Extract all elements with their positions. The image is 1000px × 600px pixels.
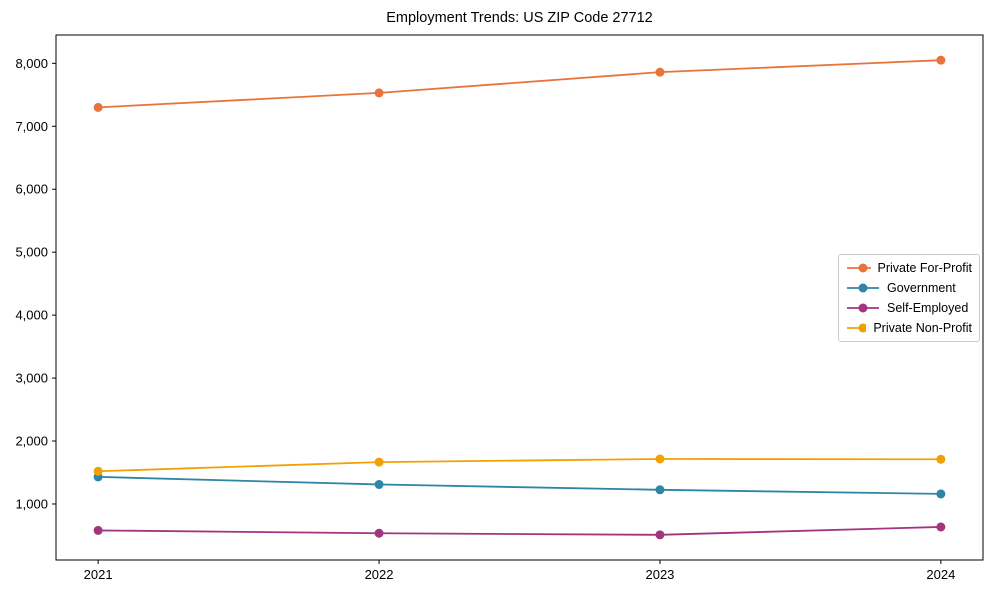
series-point-private-for-profit — [655, 67, 665, 77]
y-axis-tick-label: 1,000 — [15, 496, 48, 511]
series-point-self-employed — [655, 530, 665, 540]
series-point-government — [655, 485, 665, 495]
x-axis-tick-label: 2021 — [84, 567, 113, 582]
legend-marker-private-non-profit-icon — [847, 323, 867, 333]
plot-border — [55, 34, 984, 561]
series-point-private-non-profit — [93, 466, 103, 476]
series-line-self-employed — [98, 526, 941, 536]
y-axis-tick-label: 3,000 — [15, 371, 48, 386]
chart-title: Employment Trends: US ZIP Code 27712 — [386, 10, 653, 26]
x-axis-tick-label: 2022 — [365, 567, 394, 582]
y-axis-tick-label: 4,000 — [15, 308, 48, 323]
series-point-private-non-profit — [936, 454, 946, 464]
series-line-private-for-profit — [98, 59, 941, 109]
y-axis-tick-label: 2,000 — [15, 434, 48, 449]
legend-item-self-employed: Self-Employed — [846, 301, 972, 315]
legend-label: Self-Employed — [887, 301, 969, 315]
series-point-private-non-profit — [655, 454, 665, 464]
series-point-private-non-profit — [374, 457, 384, 467]
series-line-government — [98, 476, 941, 495]
series-point-government — [936, 489, 946, 499]
legend-marker-private-for-profit-icon — [847, 263, 871, 273]
legend-label: Government — [887, 281, 956, 295]
legend-item-government: Government — [846, 281, 972, 295]
series-point-government — [374, 479, 384, 489]
y-axis-tick-label: 6,000 — [15, 182, 48, 197]
legend-label: Private For-Profit — [877, 261, 972, 275]
legend-item-private-for-profit: Private For-Profit — [846, 261, 972, 275]
legend-marker-self-employed-icon — [847, 303, 879, 313]
series-point-private-for-profit — [93, 102, 103, 112]
y-axis-tick-label: 5,000 — [15, 245, 48, 260]
x-axis-tick-label: 2023 — [645, 567, 674, 582]
legend-marker-government-icon — [847, 283, 879, 293]
series-point-private-for-profit — [374, 88, 384, 98]
series-point-self-employed — [93, 525, 103, 535]
y-axis-tick-label: 8,000 — [15, 56, 48, 71]
series-point-self-employed — [374, 528, 384, 538]
series-point-self-employed — [936, 522, 946, 532]
series-line-private-non-profit — [98, 458, 941, 473]
legend-label: Private Non-Profit — [873, 321, 972, 335]
series-point-private-for-profit — [936, 55, 946, 65]
legend-item-private-non-profit: Private Non-Profit — [846, 321, 972, 335]
x-axis-tick-label: 2024 — [926, 567, 955, 582]
y-axis-tick-label: 7,000 — [15, 119, 48, 134]
legend: Private For-Profit Government Self-Employe… — [838, 254, 980, 342]
